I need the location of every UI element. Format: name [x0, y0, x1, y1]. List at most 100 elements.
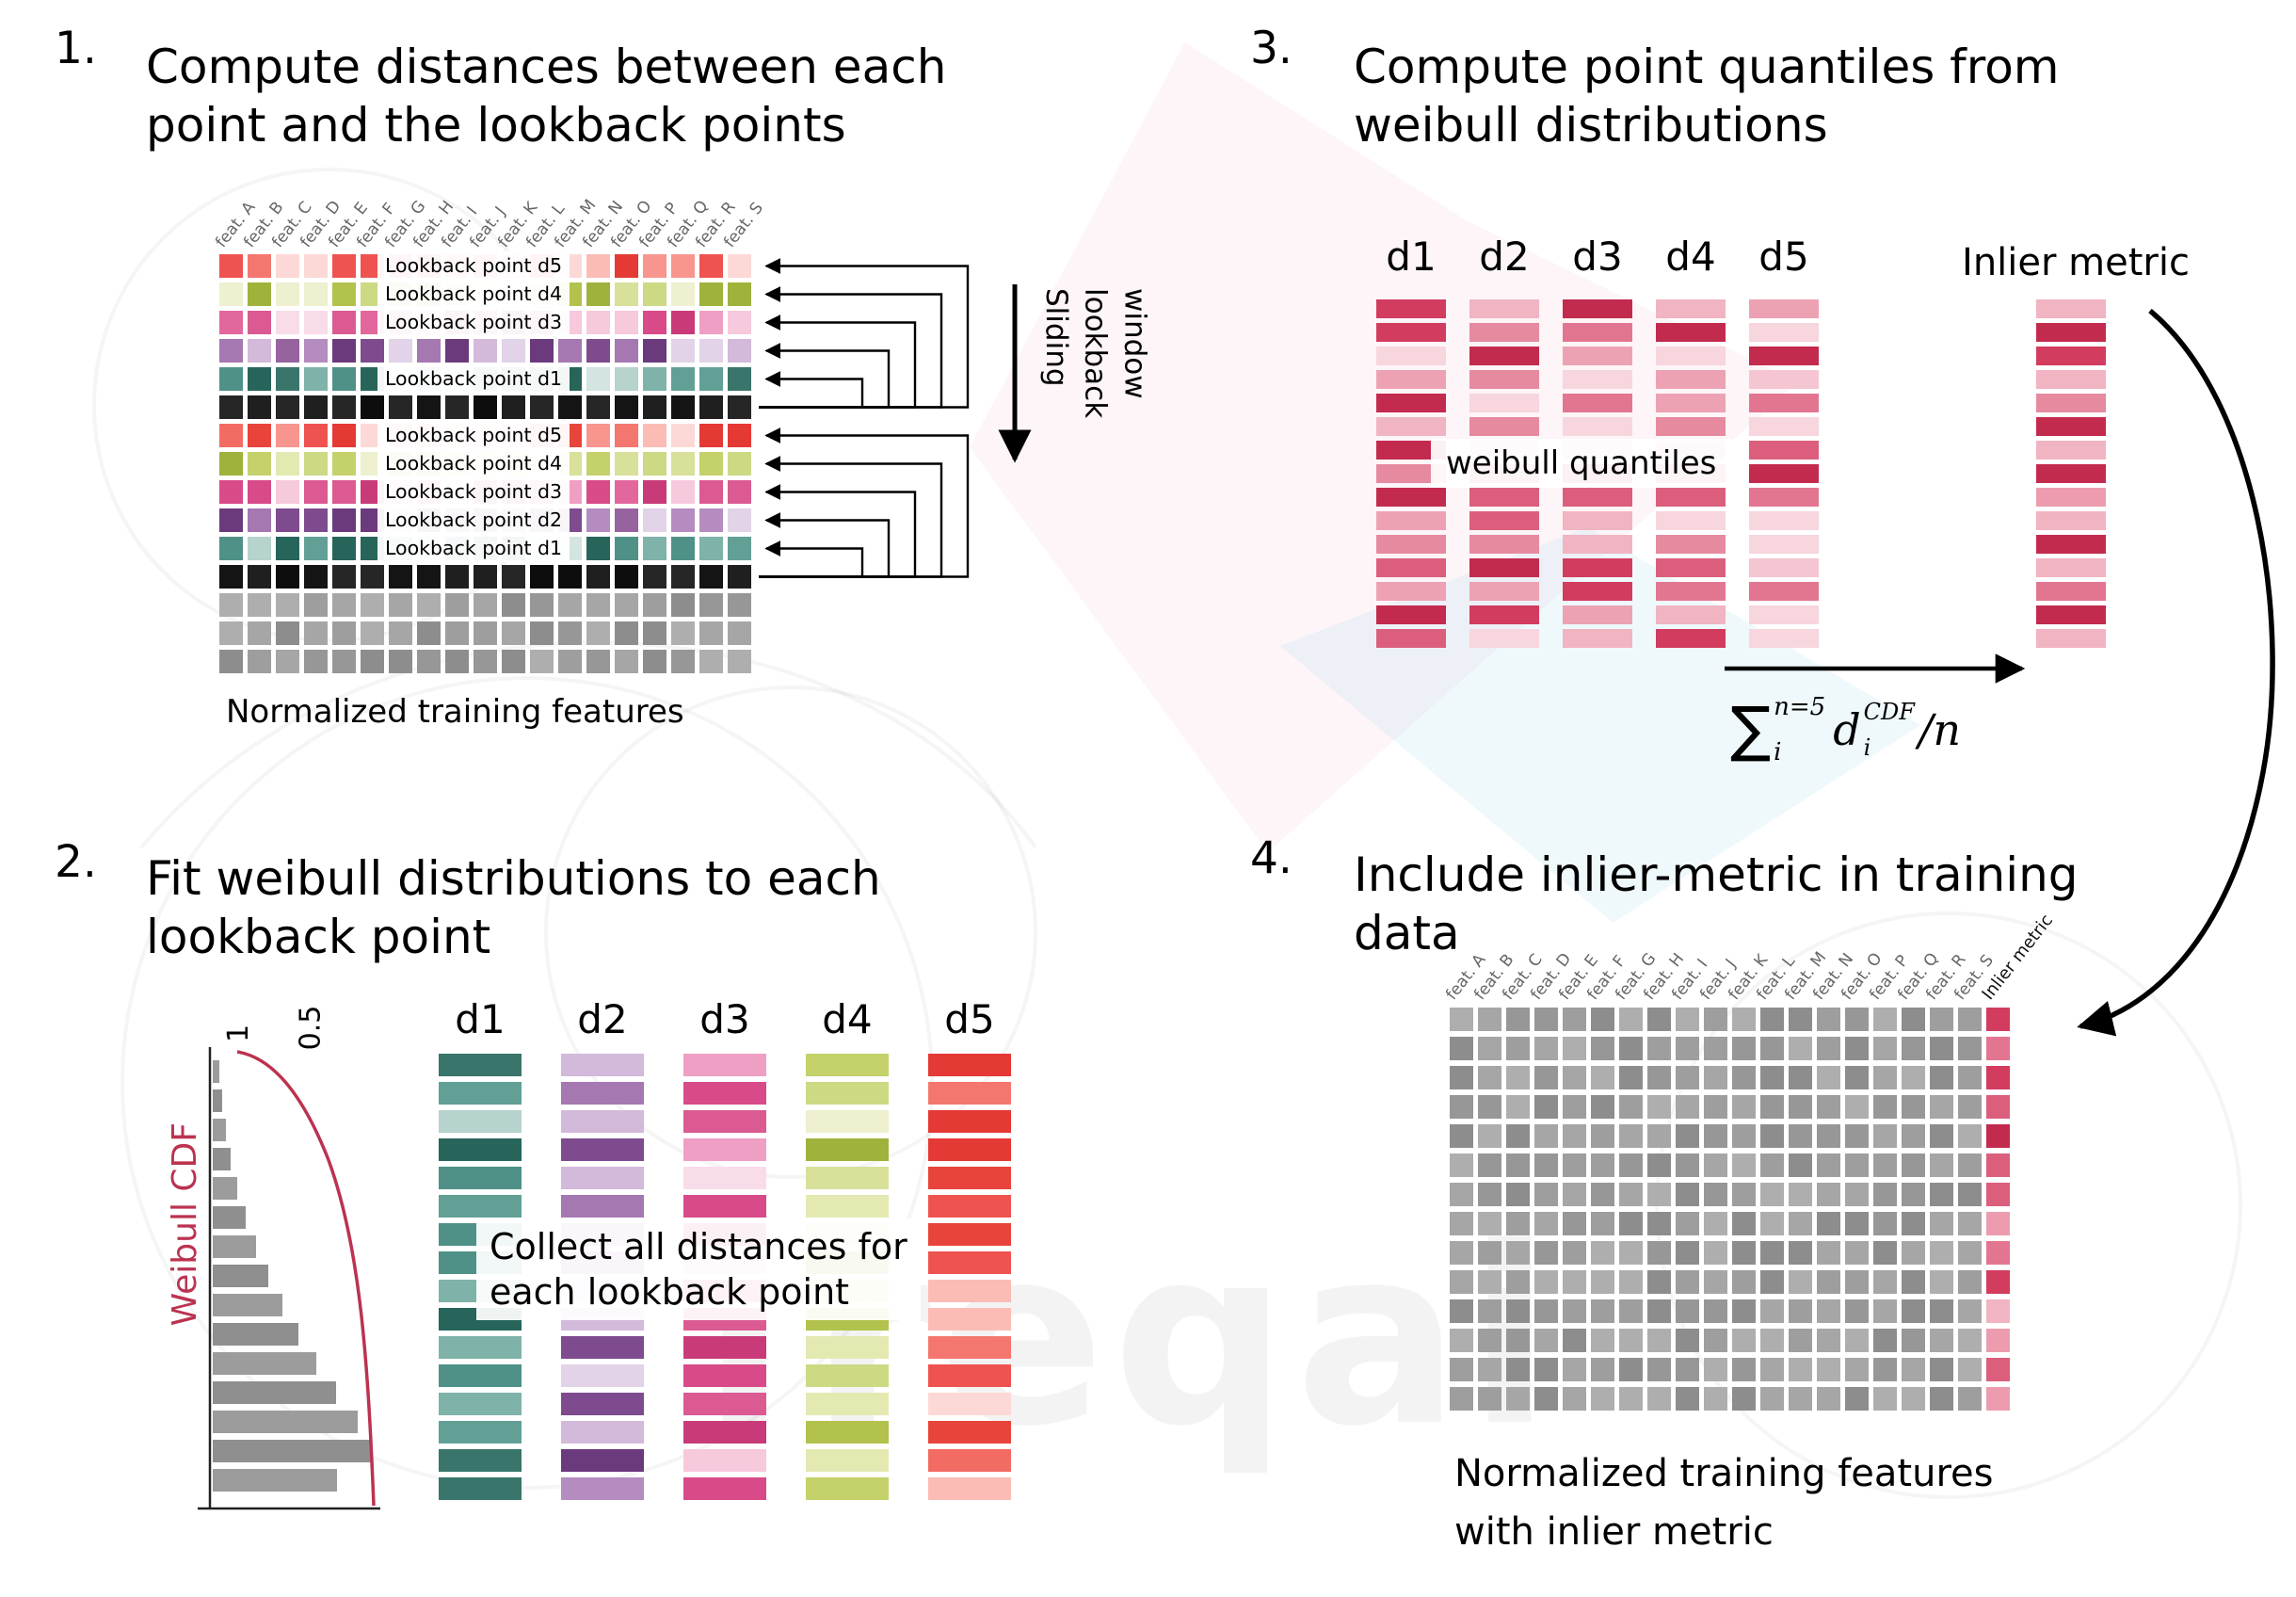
distance-bar — [806, 1054, 889, 1076]
feature-cell — [643, 282, 666, 306]
training-cell — [1732, 1299, 1756, 1323]
feature-cell — [643, 537, 666, 560]
training-cell — [1506, 1387, 1530, 1411]
training-cell — [1506, 1212, 1530, 1235]
training-cell — [1902, 1153, 1925, 1177]
feature-cell — [643, 480, 666, 504]
sliding-line3: window — [1117, 288, 1152, 399]
quantile-bar — [1656, 299, 1726, 318]
feature-cell — [304, 424, 328, 447]
training-cell — [1450, 1358, 1473, 1381]
training-cell — [1591, 1241, 1614, 1265]
training-cell — [1789, 1358, 1812, 1381]
feature-cell — [445, 593, 469, 617]
feature-cell — [219, 650, 243, 673]
training-row — [1450, 1095, 2010, 1119]
distance-bar — [683, 1167, 766, 1189]
training-cell — [1704, 1153, 1727, 1177]
feature-cell — [219, 395, 243, 419]
training-cell — [1986, 1387, 2010, 1411]
training-cell — [1845, 1066, 1869, 1089]
training-cell — [1817, 1270, 1840, 1294]
feature-cell — [445, 395, 469, 419]
quantile-bar — [1376, 582, 1446, 601]
feature-cell — [219, 339, 243, 363]
distance-bar — [928, 1223, 1011, 1246]
panel3-inlier-column — [2036, 299, 2106, 648]
inlier-bar — [2036, 370, 2106, 389]
quantile-bar — [1469, 488, 1539, 507]
feature-cell — [699, 480, 723, 504]
training-cell — [1563, 1270, 1586, 1294]
training-row — [1450, 1183, 2010, 1206]
quantile-bar — [1469, 558, 1539, 577]
feature-cell — [248, 282, 271, 306]
training-cell — [1930, 1270, 1953, 1294]
feature-cell — [615, 395, 638, 419]
distance-bar — [683, 1138, 766, 1161]
feature-cell — [671, 339, 695, 363]
feature-cell — [332, 537, 356, 560]
distance-bar — [806, 1393, 889, 1415]
training-cell — [1817, 1095, 1840, 1119]
training-cell — [1902, 1270, 1925, 1294]
training-cell — [1647, 1387, 1671, 1411]
weibull-axis-tick-1: 1 — [222, 1024, 256, 1043]
distance-bar — [561, 1138, 644, 1161]
training-cell — [1450, 1387, 1473, 1411]
training-cell — [1534, 1329, 1558, 1352]
feature-cell — [586, 508, 610, 532]
feature-cell — [417, 650, 441, 673]
distance-bar — [683, 1477, 766, 1500]
distance-bar — [561, 1421, 644, 1444]
feature-cell — [558, 593, 582, 617]
distance-bar — [806, 1138, 889, 1161]
quantile-bar — [1376, 370, 1446, 389]
quantile-bar — [1563, 417, 1632, 436]
feature-cell — [248, 593, 271, 617]
quantile-bar — [1749, 629, 1819, 648]
feature-cell — [671, 593, 695, 617]
feature-cell — [699, 282, 723, 306]
collect-distances-label: Collect all distances for each lookback … — [476, 1218, 921, 1320]
training-cell — [1873, 1241, 1897, 1265]
training-cell — [1478, 1241, 1501, 1265]
distance-bar — [806, 1449, 889, 1472]
training-cell — [1873, 1124, 1897, 1148]
feature-cell — [728, 621, 751, 645]
training-cell — [1676, 1095, 1699, 1119]
training-cell — [1930, 1153, 1953, 1177]
training-cell — [1760, 1183, 1784, 1206]
training-cell — [1986, 1008, 2010, 1031]
distance-bar — [561, 1167, 644, 1189]
quantile-column — [1376, 299, 1446, 648]
distance-column-label: d3 — [699, 996, 750, 1042]
formula-divisor: /n — [1918, 704, 1962, 755]
quantile-bar — [1749, 347, 1819, 365]
weibull-quantiles-label: weibull quantiles — [1431, 439, 1732, 488]
quantile-bar — [1469, 394, 1539, 412]
feature-cell — [502, 650, 525, 673]
quantile-bar — [1563, 511, 1632, 530]
feature-cell — [332, 254, 356, 278]
training-cell — [1676, 1387, 1699, 1411]
training-cell — [1817, 1183, 1840, 1206]
feature-cell — [389, 339, 412, 363]
feature-cell — [728, 367, 751, 391]
inlier-bar — [2036, 441, 2106, 460]
feature-cell — [530, 650, 554, 673]
feature-cell — [699, 311, 723, 334]
distance-bar — [806, 1195, 889, 1218]
distance-bar — [806, 1082, 889, 1105]
training-cell — [1478, 1037, 1501, 1060]
feature-cell — [219, 593, 243, 617]
training-cell — [1647, 1037, 1671, 1060]
training-cell — [1563, 1066, 1586, 1089]
training-cell — [1619, 1066, 1643, 1089]
training-cell — [1534, 1299, 1558, 1323]
training-cell — [1478, 1183, 1501, 1206]
inlier-bar — [2036, 417, 2106, 436]
feature-cell — [219, 452, 243, 476]
training-cell — [1534, 1095, 1558, 1119]
feature-cell — [474, 395, 497, 419]
